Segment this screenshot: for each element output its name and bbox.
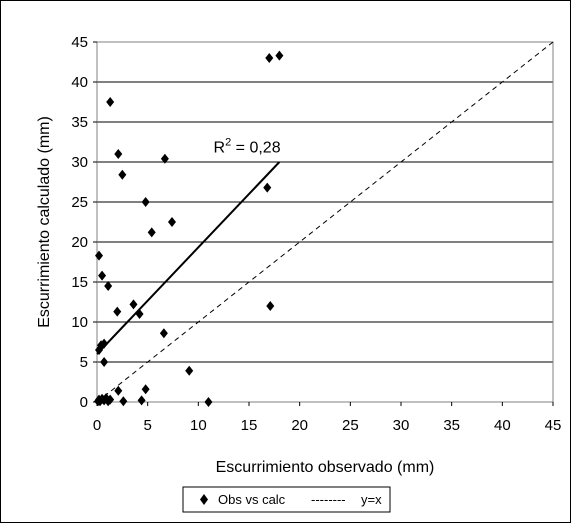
y-tick-label: 45: [71, 34, 88, 51]
data-point: [135, 309, 144, 319]
data-point: [100, 338, 109, 349]
data-point: [95, 250, 104, 261]
legend-dash-glyph: --------: [311, 492, 346, 507]
data-point: [141, 197, 150, 207]
x-tick-label: 35: [443, 417, 460, 434]
y-tick-label: 15: [71, 274, 88, 291]
y-tick-label: 10: [71, 314, 88, 331]
x-tick-label: 15: [241, 417, 258, 434]
identity-line-y-equals-x: [96, 41, 554, 403]
data-points: [94, 50, 284, 407]
data-point: [106, 97, 115, 107]
data-point: [137, 395, 146, 406]
x-tick-label: 25: [342, 417, 359, 434]
data-point: [104, 281, 113, 291]
data-point: [114, 149, 123, 159]
legend-box: [182, 486, 391, 513]
data-point: [160, 153, 169, 164]
data-point: [141, 384, 150, 395]
plot-area: [96, 41, 554, 403]
x-tick-label: 40: [494, 417, 511, 434]
data-point: [113, 306, 122, 317]
y-tick-label: 30: [71, 154, 88, 171]
data-point: [265, 53, 274, 63]
x-tick-label: 10: [190, 417, 207, 434]
data-point: [114, 385, 123, 396]
data-point: [98, 270, 107, 281]
y-axis-ticks: 0 5 10 15 20 25 30 35 40 45: [71, 34, 97, 411]
y-tick-label: 35: [71, 114, 88, 131]
x-tick-label: 30: [393, 417, 410, 434]
data-point: [118, 169, 127, 180]
data-point: [100, 357, 109, 367]
y-tick-label: 40: [71, 74, 88, 91]
x-tick-label: 5: [143, 417, 151, 434]
data-point: [263, 182, 272, 193]
data-point: [159, 328, 168, 339]
y-axis-title: Escurrimiento calculado (mm): [36, 116, 53, 328]
x-tick-label: 45: [545, 417, 562, 434]
legend: Obs vs calc -------- y=x: [182, 486, 391, 513]
r-squared-label: R2 = 0,28: [214, 136, 281, 156]
x-tick-label: 20: [291, 417, 308, 434]
legend-entry-obs: Obs vs calc: [218, 492, 286, 507]
trend-line: [96, 161, 281, 355]
y-tick-label: 20: [71, 234, 88, 251]
data-point: [106, 394, 115, 405]
y-tick-label: 0: [80, 394, 88, 411]
data-point: [266, 301, 275, 311]
data-point: [185, 365, 194, 376]
y-tick-label: 25: [71, 194, 88, 211]
y-tick-label: 5: [80, 354, 88, 371]
data-point: [119, 396, 128, 407]
x-axis-ticks: 0 5 10 15 20 25 30 35 40 45: [93, 402, 562, 434]
legend-diamond-icon: [200, 494, 208, 505]
x-tick-label: 0: [93, 417, 101, 434]
legend-entry-identity: y=x: [361, 492, 382, 507]
x-axis-title: Escurrimiento observado (mm): [216, 459, 435, 476]
data-point: [147, 227, 156, 238]
data-point: [167, 217, 176, 227]
data-point: [129, 299, 138, 310]
data-point: [204, 397, 213, 407]
data-point: [275, 50, 284, 61]
